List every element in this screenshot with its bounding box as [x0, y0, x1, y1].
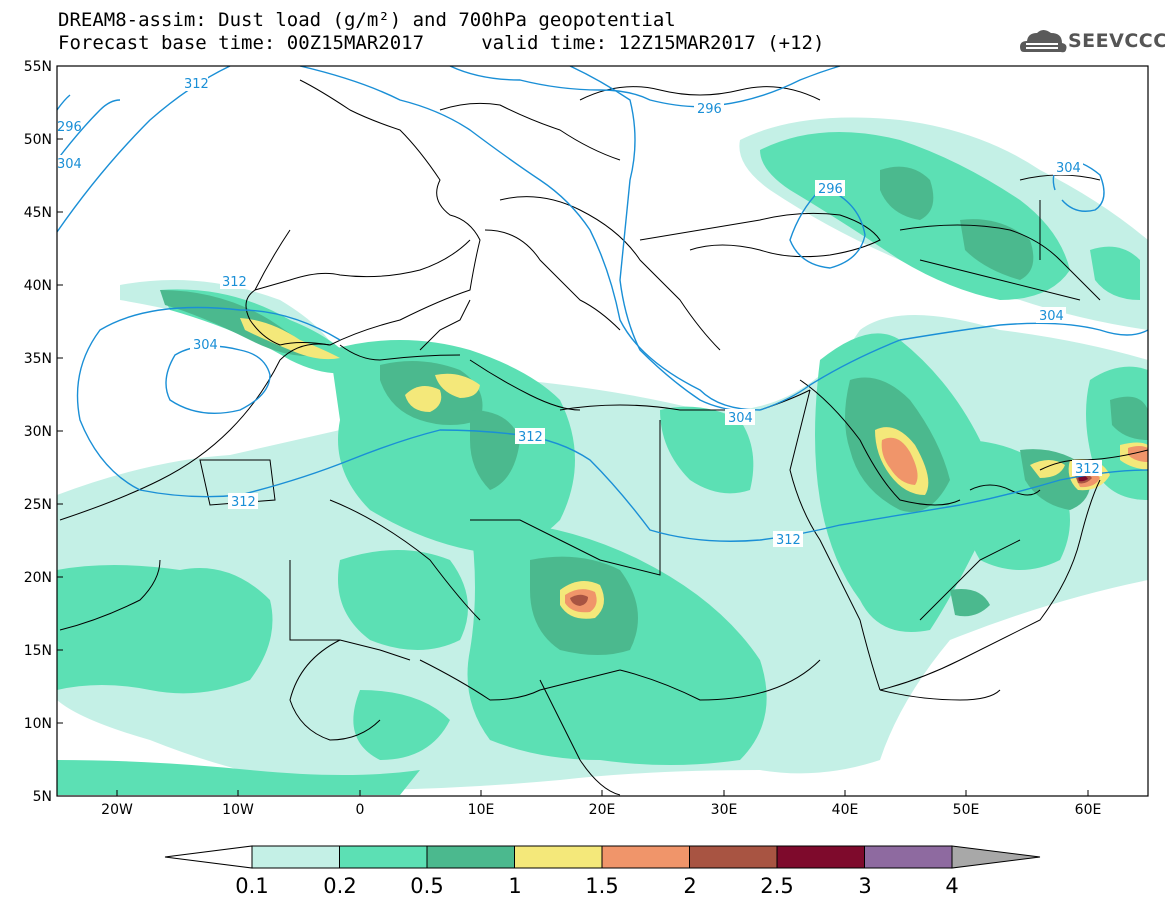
- axis-ticks: [57, 65, 1089, 797]
- colorbar-label: 1: [508, 874, 521, 898]
- contour-labels: 312 312 312 312 312 304 304 304 304 304 …: [57, 75, 1102, 548]
- lat-label: 45N: [24, 205, 52, 221]
- lat-label: 55N: [24, 59, 52, 75]
- colorbar-label: 1.5: [585, 874, 618, 898]
- lat-label: 20N: [24, 570, 52, 586]
- colorbar-swatch: [426, 845, 515, 869]
- contour-label: 304: [193, 338, 218, 353]
- colorbar-swatch: [251, 845, 340, 869]
- contour-label: 312: [222, 275, 247, 290]
- contour-label: 312: [518, 430, 543, 445]
- colorbar-label: 0.1: [235, 874, 268, 898]
- colorbar-label: 2.5: [760, 874, 793, 898]
- latitude-labels: 55N 50N 45N 40N 35N 30N 25N 20N 15N 10N …: [24, 59, 52, 805]
- colorbar-swatches: [251, 845, 953, 869]
- contour-label: 312: [1075, 462, 1100, 477]
- contour-label: 296: [57, 120, 82, 135]
- contour-label: 304: [1056, 161, 1081, 176]
- contour-label: 296: [818, 182, 843, 197]
- logo-text: SEEVCCC: [1068, 30, 1165, 52]
- lon-label: 10W: [222, 802, 254, 818]
- colorbar-label: 3: [858, 874, 871, 898]
- lat-label: 5N: [33, 789, 52, 805]
- lat-label: 25N: [24, 497, 52, 513]
- colorbar-swatch: [339, 845, 428, 869]
- colorbar-label: 0.2: [323, 874, 356, 898]
- lat-label: 10N: [24, 716, 52, 732]
- contour-label: 312: [231, 495, 256, 510]
- lon-label: 20E: [589, 802, 616, 818]
- contour-label: 304: [57, 157, 82, 172]
- colorbar-left-arrow: [164, 845, 253, 869]
- colorbar: 0.1 0.2 0.5 1 1.5 2 2.5 3 4: [164, 845, 1041, 898]
- colorbar-swatch: [864, 845, 953, 869]
- forecast-time-line: Forecast base time: 00Z15MAR2017 valid t…: [58, 32, 825, 54]
- lon-label: 10E: [468, 802, 495, 818]
- colorbar-swatch: [601, 845, 690, 869]
- contour-label: 312: [776, 533, 801, 548]
- lat-label: 40N: [24, 278, 52, 294]
- contour-label: 304: [728, 411, 753, 426]
- cloud-logo-icon: [1020, 30, 1067, 53]
- lon-label: 60E: [1075, 802, 1102, 818]
- lat-label: 15N: [24, 643, 52, 659]
- colorbar-label: 0.5: [410, 874, 443, 898]
- lat-label: 35N: [24, 351, 52, 367]
- longitude-labels: 20W 10W 0 10E 20E 30E 40E 50E 60E: [101, 802, 1101, 818]
- contour-label: 304: [1039, 309, 1064, 324]
- colorbar-right-arrow: [951, 845, 1041, 869]
- colorbar-label: 2: [683, 874, 696, 898]
- map-title: DREAM8-assim: Dust load (g/m²) and 700hP…: [58, 9, 676, 31]
- colorbar-swatch: [776, 845, 865, 869]
- lat-label: 50N: [24, 132, 52, 148]
- colorbar-swatch: [514, 845, 603, 869]
- lon-label: 0: [356, 802, 365, 818]
- lat-label: 30N: [24, 424, 52, 440]
- dust-field: [57, 117, 1148, 795]
- lon-label: 50E: [953, 802, 980, 818]
- contour-label: 312: [184, 77, 209, 92]
- contour-label: 296: [697, 102, 722, 117]
- colorbar-label: 4: [945, 874, 958, 898]
- lon-label: 20W: [101, 802, 133, 818]
- lon-label: 30E: [711, 802, 738, 818]
- lon-label: 40E: [832, 802, 859, 818]
- colorbar-swatch: [689, 845, 778, 869]
